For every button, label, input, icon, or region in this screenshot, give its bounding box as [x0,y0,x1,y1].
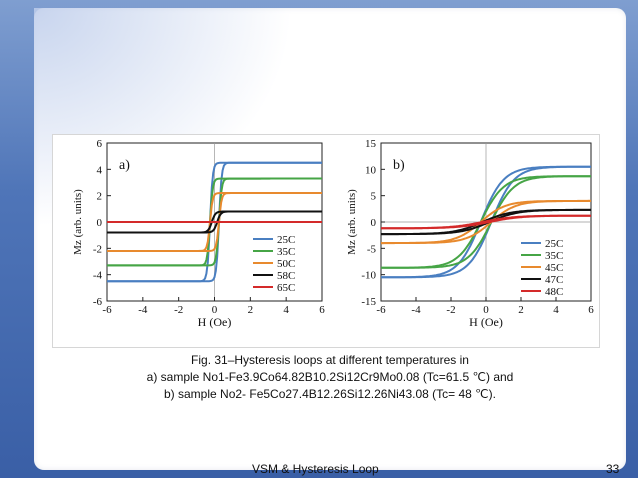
y-tick-label: 4 [97,164,103,176]
series-line [381,214,591,230]
series-line [381,199,591,245]
y-tick-label: 15 [365,138,377,150]
x-tick-label: 6 [588,304,594,316]
series-line [107,210,322,234]
y-axis-label: Mz (arb. units) [346,189,358,255]
panel-label: b) [393,158,405,173]
legend-label: 35C [545,250,563,262]
figure-caption: Fig. 31–Hysteresis loops at different te… [90,352,570,403]
x-tick-label: 0 [212,304,218,316]
y-tick-label: -10 [361,270,376,282]
x-tick-label: -2 [446,304,455,316]
legend-label: 47C [545,274,563,286]
caption-line-3: b) sample No2- Fe5Co27.4B12.26Si12.26Ni4… [164,387,496,401]
legend-label: 25C [277,234,295,246]
series-line [107,161,322,283]
figure-frame: -6 -4 -2 0 2 4 6 6 4 2 0 -2 -4 -6 H (Oe) Mz (arb. units… [52,134,600,348]
x-tick-label: 2 [518,304,524,316]
y-tick-label: 5 [371,191,377,203]
x-tick-label: -4 [411,304,421,316]
footer-title: VSM & Hysteresis Loop [252,462,379,476]
hysteresis-chart-a: -6 -4 -2 0 2 4 6 6 4 2 0 -2 -4 -6 H (Oe) Mz (arb. units… [72,138,325,329]
legend-label: 45C [545,262,563,274]
y-tick-label: -4 [93,270,103,282]
caption-line-1: Fig. 31–Hysteresis loops at different te… [191,353,469,367]
series-line [107,177,322,267]
x-tick-label: -6 [102,304,112,316]
x-tick-label: -6 [376,304,386,316]
y-tick-label: -2 [93,243,102,255]
legend-label: 35C [277,246,295,258]
y-tick-label: -6 [93,296,103,308]
legend-label: 50C [277,258,295,270]
x-tick-label: 0 [483,304,489,316]
legend-label: 58C [277,270,295,282]
y-tick-label: 10 [365,164,377,176]
x-tick-label: -4 [138,304,148,316]
caption-line-2: a) sample No1-Fe3.9Co64.82B10.2Si12Cr9Mo… [146,370,514,384]
y-tick-label: 0 [371,217,377,229]
legend-label: 65C [277,282,295,294]
x-axis-label: H (Oe) [469,315,503,329]
y-tick-label: 0 [97,217,103,229]
y-tick-label: 2 [97,191,103,203]
y-tick-label: -5 [367,243,377,255]
hysteresis-chart-b: -6 -4 -2 0 2 4 6 15 10 5 0 -5 -10 -15 H (Oe) Mz (arb. u… [346,138,594,329]
series-line [107,192,322,252]
x-tick-label: 4 [283,304,289,316]
panel-label: a) [119,158,130,173]
x-axis-label: H (Oe) [198,315,232,329]
legend-label: 25C [545,238,563,250]
x-tick-label: -2 [174,304,183,316]
y-axis-label: Mz (arb. units) [72,189,84,255]
y-tick-label: -15 [361,296,376,308]
legend-label: 48C [545,286,563,298]
x-tick-label: 4 [553,304,559,316]
x-tick-label: 2 [248,304,254,316]
page-number: 33 [606,462,620,476]
y-tick-label: 6 [97,138,103,150]
x-tick-label: 6 [319,304,325,316]
series-line [381,175,591,269]
